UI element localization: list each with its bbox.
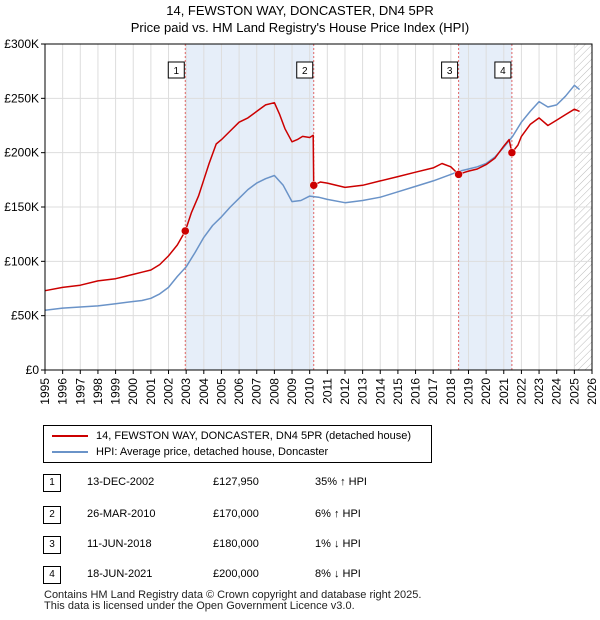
footer: Contains HM Land Registry data © Crown c… [44,590,421,612]
sale-price: £127,950 [213,476,259,488]
x-tick-label: 2025 [567,378,581,405]
sale-number-label: 3 [447,66,453,77]
x-tick-label: 2015 [391,378,405,405]
x-tick-label: 1997 [73,378,87,405]
sale-point [507,148,517,157]
sale-badge: 4 [43,566,61,584]
chart-title-block: 14, FEWSTON WAY, DONCASTER, DN4 5PR Pric… [0,2,600,36]
sale-badge: 1 [43,474,61,492]
sale-date: 18-JUN-2021 [87,568,153,580]
x-tick-label: 2000 [126,378,140,405]
footer-licence: This data is licensed under the Open Gov… [44,600,355,612]
sale-price: £180,000 [213,538,259,550]
sale-badge: 3 [43,536,61,554]
property-line-swatch [52,435,88,437]
x-tick-label: 2011 [320,378,334,404]
sale-hpi-change: 6% ↑ HPI [315,508,361,520]
legend: 14, FEWSTON WAY, DONCASTER, DN4 5PR (det… [43,425,432,463]
x-tick-label: 2020 [479,378,493,405]
hpi-line-swatch [52,451,88,453]
y-tick-label: £150K [4,200,39,214]
page-title: 14, FEWSTON WAY, DONCASTER, DN4 5PR [166,3,434,18]
sale-point [454,170,463,179]
x-tick-label: 2006 [232,378,246,405]
sale-row: 3 11-JUN-2018 £180,000 1% ↓ HPI [43,536,443,556]
sale-price: £200,000 [213,568,259,580]
sale-hpi-change: 1% ↓ HPI [315,538,361,550]
y-tick-label: £200K [4,146,39,160]
sale-price: £170,000 [213,508,259,520]
sale-row: 2 26-MAR-2010 £170,000 6% ↑ HPI [43,506,443,526]
sale-date: 13-DEC-2002 [87,476,155,488]
y-tick-label: £50K [11,309,39,323]
sale-hpi-change: 35% ↑ HPI [315,476,367,488]
x-tick-label: 2026 [585,378,599,405]
sale-number-label: 4 [500,66,506,77]
sale-date: 11-JUN-2018 [87,538,152,550]
x-tick-label: 1995 [38,378,52,405]
y-tick-label: £100K [4,254,39,268]
sale-date: 26-MAR-2010 [87,508,156,520]
x-tick-label: 2002 [162,378,176,405]
plot-border [44,43,593,371]
x-tick-label: 2018 [444,378,458,405]
property-price-line [44,101,580,292]
x-tick-label: 2024 [550,378,564,405]
page-subtitle: Price paid vs. HM Land Registry's House … [130,20,470,35]
x-tick-label: 2004 [197,378,211,405]
sale-badge: 2 [43,506,61,524]
x-tick-label: 1996 [56,378,70,405]
x-tick-label: 2014 [373,378,387,405]
x-tick-label: 2013 [356,378,370,405]
sale-hpi-change: 8% ↓ HPI [315,568,361,580]
x-tick-label: 2017 [426,378,440,405]
y-tick-label: £250K [4,91,39,105]
x-tick-label: 1998 [91,378,105,405]
sale-number-box [441,61,459,79]
y-tick-label: £300K [4,37,39,51]
x-tick-label: 2022 [514,378,528,405]
x-tick-label: 2003 [179,378,193,405]
x-tick-label: 1999 [109,378,123,405]
sale-row: 1 13-DEC-2002 £127,950 35% ↑ HPI [43,474,443,494]
x-tick-label: 2012 [338,378,352,405]
x-tick-label: 2023 [532,378,546,405]
x-tick-label: 2019 [461,378,475,405]
x-tick-label: 2021 [497,378,511,405]
sale-number-box [494,61,512,79]
y-tick-label: £0 [26,363,40,377]
x-tick-label: 2010 [303,378,317,405]
x-tick-label: 2009 [285,378,299,405]
sale-point [309,181,318,190]
sale-number-box [167,61,185,79]
legend-label-property: 14, FEWSTON WAY, DONCASTER, DN4 5PR (det… [96,430,412,442]
sale-number-box [296,61,314,79]
sale-point [181,226,190,236]
footer-copyright: Contains HM Land Registry data © Crown c… [44,589,422,601]
x-tick-label: 2016 [409,378,423,405]
x-tick-label: 2008 [267,378,281,405]
x-tick-label: 2001 [144,378,158,405]
legend-label-hpi: HPI: Average price, detached house, Donc… [96,446,329,458]
x-tick-label: 2005 [214,378,228,405]
sale-number-label: 2 [302,66,308,77]
sale-number-label: 1 [173,66,179,77]
sale-row: 4 18-JUN-2021 £200,000 8% ↓ HPI [43,566,443,586]
x-tick-label: 2007 [250,378,264,405]
